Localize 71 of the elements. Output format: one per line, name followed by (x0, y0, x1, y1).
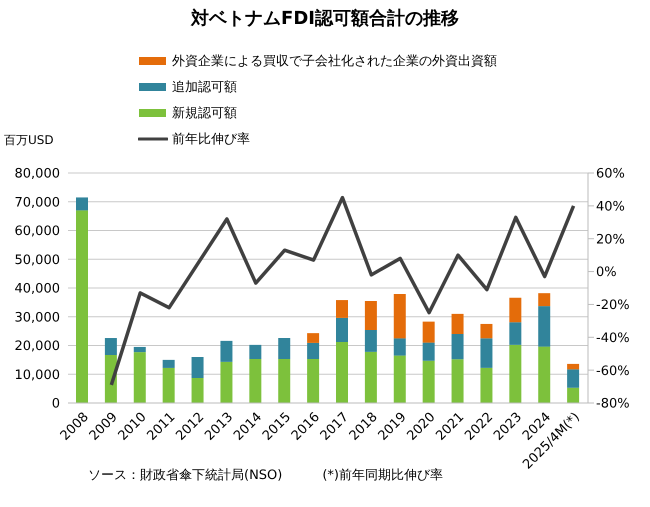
bar (364, 300, 377, 330)
bar (134, 346, 146, 352)
y2-tick-label: -80% (596, 396, 630, 412)
bar (336, 342, 348, 403)
bar (394, 294, 406, 338)
y-tick-label: 10,000 (14, 368, 60, 383)
y2-tick-label: -40% (596, 330, 630, 346)
bar (307, 342, 320, 360)
bar (567, 388, 580, 403)
bar (76, 197, 88, 210)
bar (76, 210, 88, 403)
bar (480, 324, 492, 338)
y-tick-label: 40,000 (14, 282, 60, 297)
bar (509, 344, 522, 403)
bar (538, 293, 550, 306)
bar (422, 342, 435, 361)
bar (422, 322, 435, 343)
y-tick-label: 0 (52, 396, 60, 412)
text: (*)前年同期比伸び率 (322, 467, 444, 484)
bar (278, 359, 290, 403)
y2-tick-label: 0% (596, 265, 617, 280)
y2-tick-label: 60% (596, 166, 625, 182)
bar (220, 362, 232, 403)
y-tick-label: 50,000 (14, 252, 60, 268)
bar (162, 368, 175, 403)
bar (249, 359, 262, 403)
y2-tick-label: -20% (596, 298, 630, 314)
bar (480, 368, 492, 403)
bar (422, 360, 435, 403)
bar (567, 364, 580, 370)
bar (480, 338, 492, 368)
y-tick-label: 70,000 (14, 195, 60, 210)
bar (278, 338, 290, 360)
bar (307, 333, 320, 343)
bar (336, 300, 348, 318)
bar (249, 344, 262, 360)
y2-tick-label: 20% (596, 232, 625, 248)
y-tick-label: 30,000 (14, 310, 60, 326)
y2-tick-label: 40% (596, 199, 625, 214)
y-tick-label: 80,000 (14, 166, 60, 182)
bar (134, 352, 146, 403)
bar (509, 298, 522, 322)
bar (307, 359, 320, 403)
legend-label: 追加認可額 (172, 79, 237, 96)
bar (162, 360, 175, 368)
y-tick-label: 20,000 (14, 339, 60, 354)
bar (336, 318, 348, 342)
bar (220, 340, 232, 362)
bar (509, 322, 522, 345)
bar (452, 359, 464, 403)
bar (364, 352, 377, 403)
bar (394, 356, 406, 403)
text: ソース：財政省傘下統計局(NSO) (88, 467, 282, 484)
bar (104, 338, 117, 355)
chart-title: 対ベトナムFDI認可額合計の推移 (190, 7, 460, 30)
legend-label: 新規認可額 (172, 105, 237, 122)
bar (567, 369, 580, 388)
y2-tick-label: -60% (596, 364, 630, 379)
bar (452, 334, 464, 360)
bar (192, 378, 204, 403)
bar (538, 346, 550, 403)
bar (394, 338, 406, 356)
y-axis-title: 百万USD (4, 132, 54, 149)
bar (452, 314, 464, 334)
legend-label: 前年比伸び率 (172, 131, 250, 148)
legend-label: 外資企業による買収で子会社化された企業の外資出資額 (172, 53, 497, 70)
bar (364, 330, 377, 352)
bar (192, 357, 204, 378)
y-tick-label: 60,000 (14, 224, 60, 240)
line-series (110, 196, 576, 387)
bar (538, 306, 550, 347)
